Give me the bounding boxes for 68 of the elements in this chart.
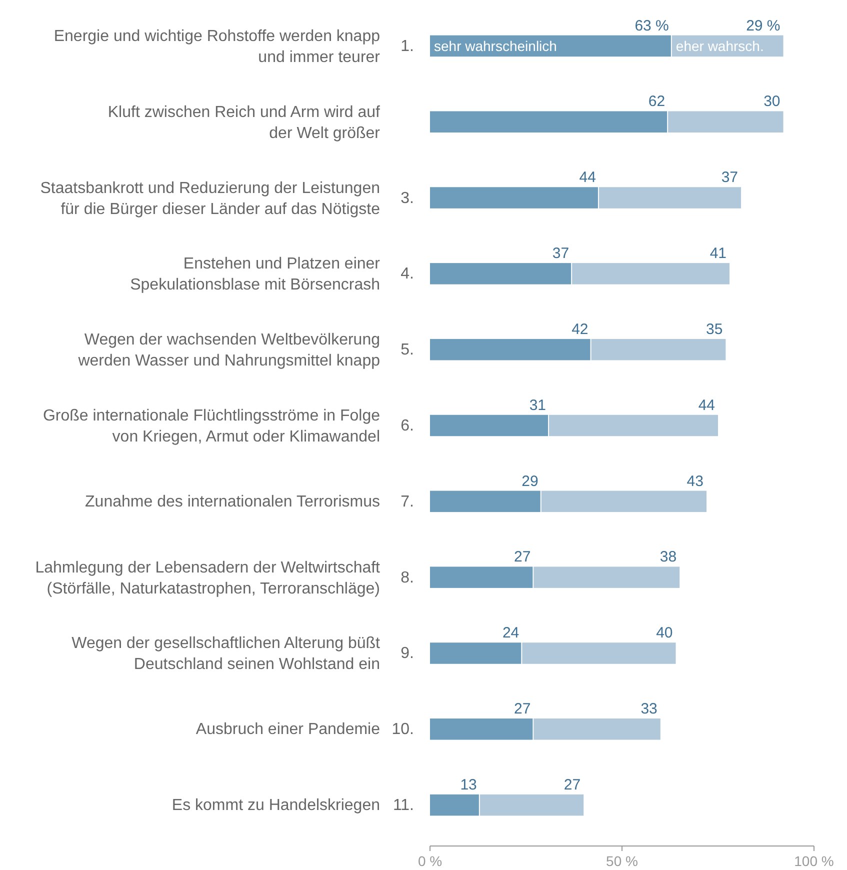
text: 1. <box>400 38 414 55</box>
data-label: 40 <box>656 624 673 642</box>
series-label: sehr wahrscheinlich <box>434 38 557 54</box>
x-tick-label: 100 % <box>794 853 834 869</box>
y-tick-label: Enstehen und Platzen einer Spekulationsblase mit Börsencrash <box>130 256 381 294</box>
text: 8. <box>400 569 414 586</box>
bar <box>430 338 590 360</box>
data-label: 38 <box>660 548 677 566</box>
y-tick-label: Zunahme des internationalen Terrorismus <box>85 493 380 510</box>
data-label: 41 <box>710 245 727 262</box>
data-label: 44 <box>579 169 596 186</box>
bar <box>430 794 479 816</box>
x-tick-label: 0 % <box>418 853 442 869</box>
y-tick-label: Energie und wichtige Rohstoffe werden knapp und immer teurer <box>54 28 381 66</box>
text: 7. <box>400 493 414 510</box>
y-tick-label: Ausbruch einer Pandemie <box>196 721 380 738</box>
data-label: 27 <box>514 548 531 566</box>
text: 9. <box>400 645 414 662</box>
y-tick-label: Große internationale Flüchtlingsströme in Folge von Kriegen, Armut oder Klimawandel <box>42 408 380 446</box>
text: 4. <box>400 266 414 283</box>
data-label: 43 <box>686 472 704 490</box>
text: 6. <box>400 418 414 434</box>
data-label: 29 <box>522 472 538 490</box>
text: 11. <box>392 797 414 814</box>
text: 10. <box>392 721 414 738</box>
bar <box>534 718 660 740</box>
bar <box>668 111 784 132</box>
data-label: 63 % <box>634 17 669 34</box>
series-label: eher wahrsch. <box>676 38 764 54</box>
data-label: 42 <box>572 320 588 338</box>
data-label: 37 <box>721 169 738 186</box>
data-label: 37 <box>552 245 570 262</box>
x-tick-label: 50 % <box>606 853 638 869</box>
y-tick-label: Wegen der wachsenden Weltbevölkerung werden Wasser und Nahrungsmittel knapp <box>77 332 380 370</box>
bar <box>522 642 676 664</box>
bar <box>430 187 598 208</box>
data-label: 24 <box>502 624 520 642</box>
y-tick-label: Staatsbankrott und Reduzierung der Leistungen für die Bürger dieser Länder auf das Nötigste <box>40 180 380 218</box>
data-label: 44 <box>698 396 715 414</box>
bar <box>572 263 730 284</box>
data-label: 31 <box>529 396 546 414</box>
bar <box>480 794 584 816</box>
bar <box>598 187 742 208</box>
bar <box>430 263 572 284</box>
bar <box>430 566 533 588</box>
bar <box>430 111 668 132</box>
bar <box>430 718 533 740</box>
bar <box>591 338 726 360</box>
bar <box>541 490 706 512</box>
data-label: 30 <box>764 93 780 110</box>
text: 3. <box>400 190 414 207</box>
bar <box>534 566 680 588</box>
y-tick-label: Wegen der gesellschaftlichen Alterung büßt Deutschland seinen Wohlstand ein <box>72 635 381 674</box>
y-tick-label: Es kommt zu Handelskriegen <box>172 797 380 814</box>
bar <box>549 414 718 436</box>
data-label: 13 <box>460 776 477 794</box>
data-label: 29 % <box>746 17 780 34</box>
data-label: 35 <box>706 320 723 338</box>
data-label: 27 <box>514 700 531 718</box>
bar <box>430 414 548 436</box>
bar <box>430 642 522 664</box>
y-tick-label: Kluft zwischen Reich und Arm wird auf der Welt größer <box>108 104 381 142</box>
data-label: 33 <box>640 700 658 718</box>
data-label: 62 <box>648 93 666 110</box>
bar <box>430 490 540 512</box>
text: 5. <box>400 342 414 359</box>
y-tick-label: Lahmlegung der Lebensadern der Weltwirtschaft (Störfälle, Naturkatastrophen, Terroranschläge) <box>35 559 381 598</box>
data-label: 27 <box>564 776 581 794</box>
